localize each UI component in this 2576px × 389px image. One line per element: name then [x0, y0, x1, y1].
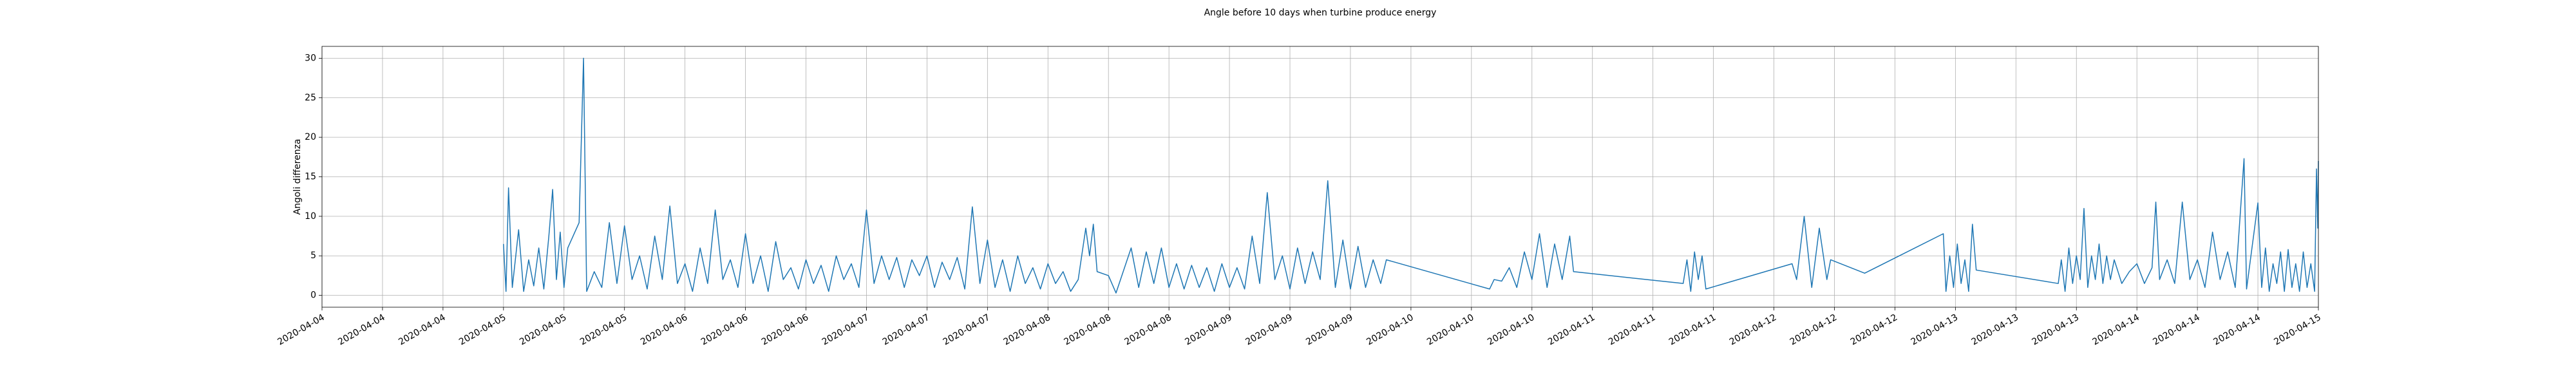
y-tick-label: 5	[310, 251, 316, 261]
y-tick-label: 25	[305, 93, 316, 103]
y-tick-label: 0	[310, 290, 316, 301]
axes-frame	[321, 46, 2319, 308]
y-tick-label: 15	[305, 172, 316, 182]
y-tick-label: 20	[305, 132, 316, 142]
y-tick-label: 10	[305, 211, 316, 222]
y-tick-label: 30	[305, 53, 316, 63]
y-axis-label: Angoli differenza	[292, 138, 303, 214]
chart-title: Angle before 10 days when turbine produc…	[1204, 8, 1437, 18]
data-line	[503, 57, 2319, 294]
